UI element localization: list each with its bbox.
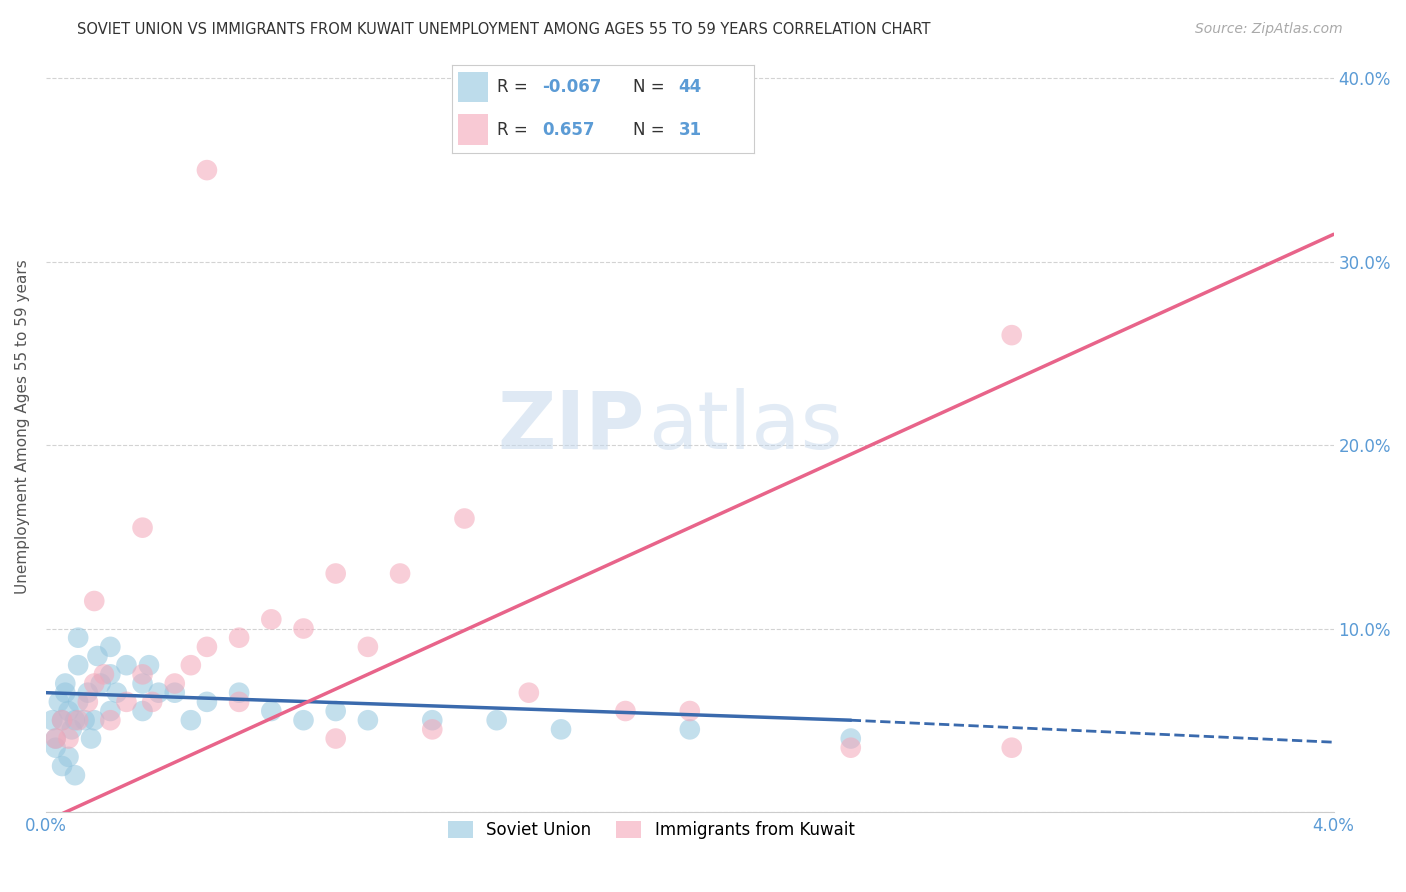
Point: [325, 731, 347, 746]
Point: [67, 713, 90, 727]
Point: [73, 713, 96, 727]
Point: [98, 713, 121, 727]
Point: [45, 731, 67, 746]
Point: [180, 658, 202, 673]
Point: [420, 723, 443, 737]
Point: [131, 521, 153, 535]
Point: [67, 695, 90, 709]
Point: [517, 686, 540, 700]
Point: [105, 686, 128, 700]
Point: [195, 640, 218, 654]
Point: [325, 704, 347, 718]
Point: [76, 695, 98, 709]
Point: [98, 667, 121, 681]
Point: [41, 713, 63, 727]
Point: [180, 713, 202, 727]
Point: [80, 731, 103, 746]
Point: [53, 676, 76, 690]
Point: [51, 759, 73, 773]
Point: [228, 686, 250, 700]
Point: [83, 713, 105, 727]
Point: [260, 612, 283, 626]
Point: [131, 667, 153, 681]
Point: [51, 713, 73, 727]
Point: [63, 713, 86, 727]
Point: [453, 511, 475, 525]
Point: [45, 731, 67, 746]
Point: [389, 566, 412, 581]
Point: [292, 622, 315, 636]
Point: [63, 768, 86, 782]
Point: [839, 740, 862, 755]
Point: [131, 704, 153, 718]
Point: [60, 723, 83, 737]
Point: [98, 704, 121, 718]
Text: SOVIET UNION VS IMMIGRANTS FROM KUWAIT UNEMPLOYMENT AMONG AGES 55 TO 59 YEARS CO: SOVIET UNION VS IMMIGRANTS FROM KUWAIT U…: [77, 22, 931, 37]
Point: [83, 676, 105, 690]
Point: [228, 631, 250, 645]
Point: [115, 658, 138, 673]
Point: [51, 713, 73, 727]
Point: [115, 695, 138, 709]
Point: [614, 704, 637, 718]
Text: ZIP: ZIP: [498, 388, 645, 466]
Point: [679, 723, 702, 737]
Point: [163, 686, 186, 700]
Point: [292, 713, 315, 727]
Point: [228, 695, 250, 709]
Point: [58, 731, 80, 746]
Point: [420, 713, 443, 727]
Text: Source: ZipAtlas.com: Source: ZipAtlas.com: [1195, 22, 1343, 37]
Point: [325, 566, 347, 581]
Point: [58, 704, 80, 718]
Y-axis label: Unemployment Among Ages 55 to 59 years: Unemployment Among Ages 55 to 59 years: [15, 260, 30, 594]
Point: [138, 658, 160, 673]
Point: [67, 658, 90, 673]
Point: [195, 163, 218, 178]
Point: [53, 686, 76, 700]
Point: [76, 686, 98, 700]
Point: [141, 695, 163, 709]
Point: [83, 594, 105, 608]
Point: [357, 713, 380, 727]
Text: atlas: atlas: [648, 388, 844, 466]
Point: [260, 704, 283, 718]
Point: [1001, 328, 1024, 343]
Point: [48, 695, 70, 709]
Point: [148, 686, 170, 700]
Legend: Soviet Union, Immigrants from Kuwait: Soviet Union, Immigrants from Kuwait: [441, 814, 862, 846]
Point: [93, 667, 115, 681]
Point: [550, 723, 572, 737]
Point: [839, 731, 862, 746]
Point: [131, 676, 153, 690]
Point: [98, 640, 121, 654]
Point: [1001, 740, 1024, 755]
Point: [195, 695, 218, 709]
Point: [679, 704, 702, 718]
Point: [90, 676, 112, 690]
Point: [86, 648, 108, 663]
Point: [163, 676, 186, 690]
Point: [58, 750, 80, 764]
Point: [67, 631, 90, 645]
Point: [357, 640, 380, 654]
Point: [45, 740, 67, 755]
Point: [485, 713, 508, 727]
